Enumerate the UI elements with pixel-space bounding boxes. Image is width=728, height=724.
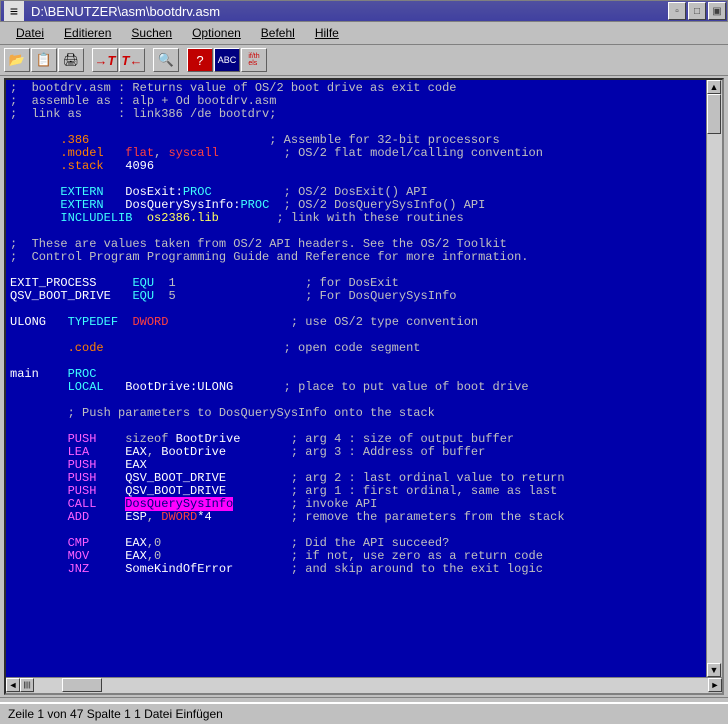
editor-container: ; bootdrv.asm : Returns value of OS/2 bo… <box>4 78 724 695</box>
menu-datei[interactable]: Datei <box>6 24 54 42</box>
maximize-button[interactable]: □ <box>688 2 706 20</box>
statusbar: Zeile 1 von 47 Spalte 1 1 Datei Einfügen <box>0 703 728 724</box>
scroll-thumb-h[interactable] <box>62 678 102 692</box>
window-title: D:\BENUTZER\asm\bootdrv.asm <box>27 4 667 19</box>
minimize-button[interactable]: ▫ <box>668 2 686 20</box>
scroll-right-button[interactable]: ► <box>708 678 722 692</box>
status-text: Zeile 1 von 47 Spalte 1 1 Datei Einfügen <box>8 707 223 721</box>
copy-button[interactable]: 📋 <box>31 48 57 72</box>
scroll-thumb-v[interactable] <box>707 94 721 134</box>
titlebar: ≡ D:\BENUTZER\asm\bootdrv.asm ▫ □ ▣ <box>0 0 728 22</box>
open-button[interactable]: 📂 <box>4 48 30 72</box>
system-menu-icon[interactable]: ≡ <box>4 1 24 21</box>
print-button[interactable]: 🖨 <box>58 48 84 72</box>
scroll-down-button[interactable]: ▼ <box>707 663 721 677</box>
toolbar: 📂 📋 🖨 →T T← 🔍 ? ABC if/thels <box>0 45 728 76</box>
menu-hilfe[interactable]: Hilfe <box>305 24 349 42</box>
vertical-scrollbar[interactable]: ▲ ▼ <box>706 80 722 677</box>
search-button[interactable]: 🔍 <box>153 48 179 72</box>
menu-editieren[interactable]: Editieren <box>54 24 121 42</box>
conditional-button[interactable]: if/thels <box>241 48 267 72</box>
help-button[interactable]: ? <box>187 48 213 72</box>
scroll-up-button[interactable]: ▲ <box>707 80 721 94</box>
horizontal-scrollbar[interactable]: ◄ |||| ► <box>6 677 722 693</box>
restore-button[interactable]: ▣ <box>708 2 726 20</box>
scroll-marker-button[interactable]: |||| <box>20 678 34 692</box>
scroll-left-button[interactable]: ◄ <box>6 678 20 692</box>
menu-suchen[interactable]: Suchen <box>121 24 182 42</box>
menu-befehl[interactable]: Befehl <box>251 24 305 42</box>
menubar: Datei Editieren Suchen Optionen Befehl H… <box>0 22 728 45</box>
indent-button[interactable]: →T <box>92 48 118 72</box>
code-editor[interactable]: ; bootdrv.asm : Returns value of OS/2 bo… <box>6 80 706 677</box>
outdent-button[interactable]: T← <box>119 48 145 72</box>
menu-optionen[interactable]: Optionen <box>182 24 251 42</box>
tool-button-1[interactable]: ABC <box>214 48 240 72</box>
